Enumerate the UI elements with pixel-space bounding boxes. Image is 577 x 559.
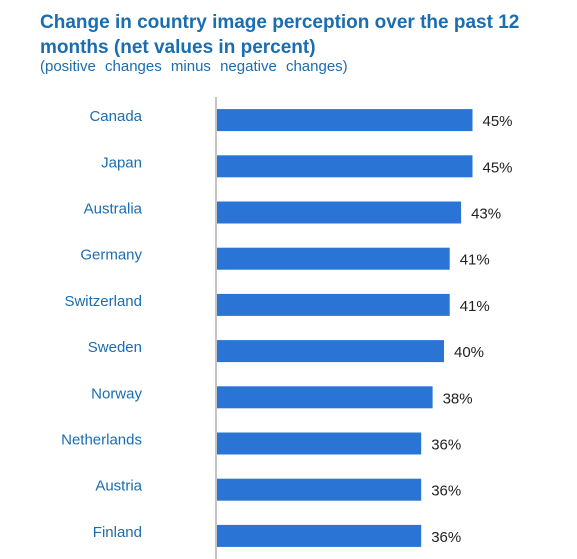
- value-label: 40%: [454, 344, 484, 361]
- bar: [217, 293, 450, 316]
- bar: [217, 478, 422, 501]
- value-label: 36%: [431, 483, 461, 500]
- category-label: Canada: [89, 108, 142, 125]
- category-label: Australia: [84, 200, 143, 217]
- bar: [217, 386, 433, 409]
- category-label: Norway: [91, 385, 142, 402]
- chart-subtitle: (positive changes minus negative changes…: [40, 58, 348, 75]
- bar: [217, 247, 450, 270]
- bar: [217, 524, 422, 547]
- value-label: 41%: [460, 298, 490, 315]
- value-label: 45%: [483, 159, 513, 176]
- category-label: Switzerland: [64, 293, 142, 310]
- category-label: Sweden: [88, 339, 142, 356]
- category-label: Germany: [80, 247, 142, 264]
- value-label: 41%: [460, 252, 490, 269]
- category-label: Japan: [101, 154, 142, 171]
- bar: [217, 340, 444, 363]
- bar: [217, 109, 473, 132]
- value-label: 43%: [471, 205, 501, 222]
- category-label: Finland: [93, 524, 142, 541]
- value-label: 45%: [483, 113, 513, 130]
- category-label: Austria: [95, 478, 142, 495]
- category-label: Netherlands: [61, 431, 142, 448]
- value-label: 36%: [431, 436, 461, 453]
- value-label: 38%: [443, 390, 473, 407]
- bar: [217, 201, 462, 224]
- bar: [217, 432, 422, 455]
- value-label: 36%: [431, 529, 461, 546]
- bar: [217, 155, 473, 178]
- chart-title: Change in country image perception over …: [40, 12, 520, 58]
